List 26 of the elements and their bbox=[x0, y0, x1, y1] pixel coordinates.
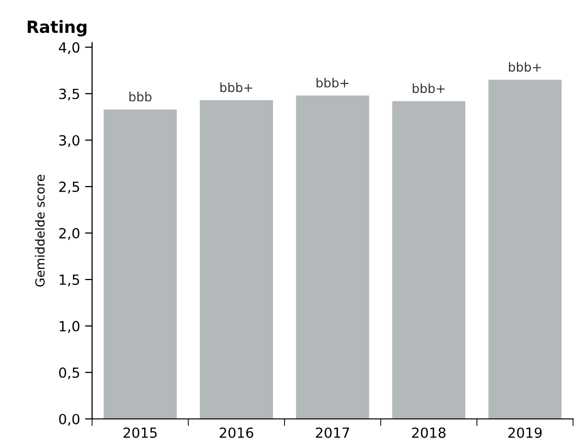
bar bbox=[296, 96, 370, 419]
data-label: bbb+ bbox=[316, 78, 348, 88]
y-tick-label: 2,0 bbox=[59, 228, 80, 240]
y-tick-label: 0,0 bbox=[59, 414, 80, 426]
x-tick-label: 2015 bbox=[124, 427, 157, 438]
y-tick-label: 2,5 bbox=[59, 182, 80, 194]
bar bbox=[104, 109, 177, 419]
y-axis-title: Gemiddelde score bbox=[35, 174, 45, 287]
y-tick-label: 1,0 bbox=[60, 320, 80, 333]
y-tick-label: 3,0 bbox=[59, 135, 80, 148]
y-tick-label: 0,5 bbox=[59, 367, 80, 380]
y-tick-label: 3,5 bbox=[59, 88, 80, 101]
x-tick-label: 2016 bbox=[220, 427, 254, 438]
x-tick-label: 2019 bbox=[508, 427, 542, 438]
y-tick-label: 1,5 bbox=[60, 274, 80, 286]
bar bbox=[200, 100, 273, 419]
data-label: bbb bbox=[129, 92, 152, 102]
chart-title: Rating bbox=[28, 20, 86, 36]
x-tick-label: 2017 bbox=[316, 427, 350, 438]
data-label: bbb+ bbox=[508, 62, 541, 72]
data-label: bbb+ bbox=[412, 83, 445, 94]
bar bbox=[488, 80, 562, 419]
bar bbox=[392, 101, 466, 419]
data-label: bbb+ bbox=[220, 82, 252, 92]
y-tick-label: 4,0 bbox=[58, 42, 80, 54]
x-tick-label: 2018 bbox=[412, 427, 446, 438]
